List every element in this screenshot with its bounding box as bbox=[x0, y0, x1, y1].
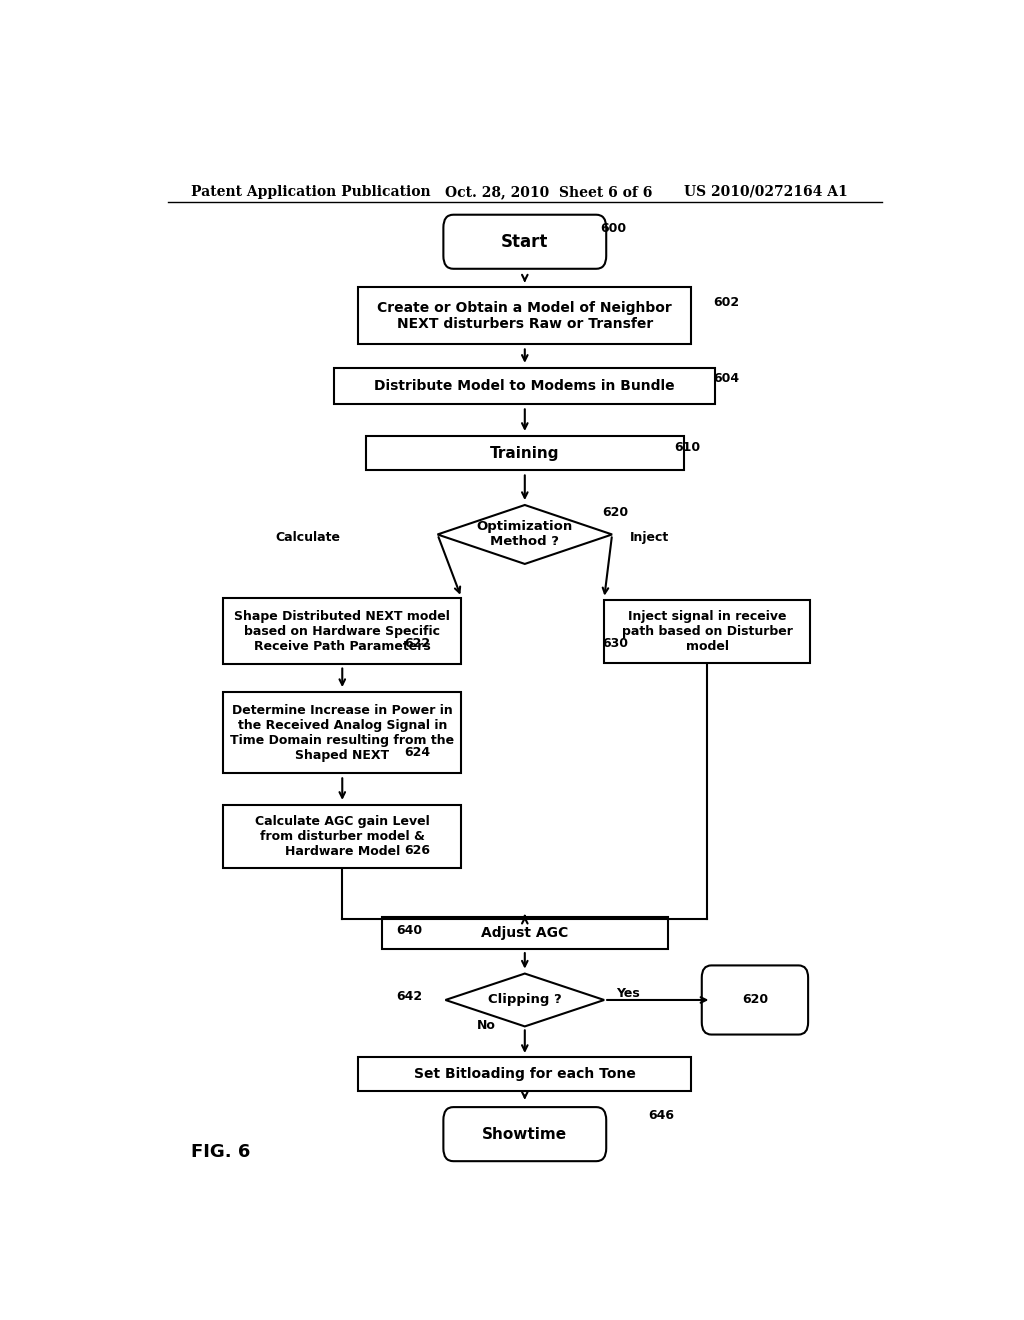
Text: 640: 640 bbox=[396, 924, 422, 937]
Text: 602: 602 bbox=[714, 296, 739, 309]
Polygon shape bbox=[445, 974, 604, 1027]
Bar bbox=[358, 1057, 691, 1092]
Text: Training: Training bbox=[490, 446, 559, 461]
Text: Clipping ?: Clipping ? bbox=[487, 994, 562, 1006]
Text: 610: 610 bbox=[674, 441, 700, 454]
Text: Inject signal in receive
path based on Disturber
model: Inject signal in receive path based on D… bbox=[622, 610, 793, 652]
Text: Inject: Inject bbox=[631, 531, 670, 544]
Text: Shape Distributed NEXT model
based on Hardware Specific
Receive Path Parameters: Shape Distributed NEXT model based on Ha… bbox=[234, 610, 451, 652]
Text: Set Bitloading for each Tone: Set Bitloading for each Tone bbox=[414, 1067, 636, 1081]
Text: 626: 626 bbox=[404, 843, 430, 857]
Text: 604: 604 bbox=[714, 372, 739, 385]
Text: FIG. 6: FIG. 6 bbox=[191, 1143, 251, 1160]
Text: Oct. 28, 2010  Sheet 6 of 6: Oct. 28, 2010 Sheet 6 of 6 bbox=[445, 185, 653, 199]
Text: 620: 620 bbox=[602, 506, 629, 519]
FancyBboxPatch shape bbox=[443, 1107, 606, 1162]
Bar bbox=[223, 805, 462, 867]
Text: US 2010/0272164 A1: US 2010/0272164 A1 bbox=[684, 185, 847, 199]
Bar bbox=[223, 598, 462, 664]
Bar bbox=[223, 692, 462, 774]
Text: 600: 600 bbox=[600, 222, 627, 235]
Text: 630: 630 bbox=[602, 638, 629, 651]
Bar bbox=[358, 288, 691, 345]
Text: Adjust AGC: Adjust AGC bbox=[481, 925, 568, 940]
Bar bbox=[367, 436, 684, 470]
Text: Create or Obtain a Model of Neighbor
NEXT disturbers Raw or Transfer: Create or Obtain a Model of Neighbor NEX… bbox=[378, 301, 672, 331]
Text: Showtime: Showtime bbox=[482, 1127, 567, 1142]
Bar bbox=[604, 599, 811, 663]
Text: Determine Increase in Power in
the Received Analog Signal in
Time Domain resulti: Determine Increase in Power in the Recei… bbox=[230, 704, 455, 762]
Text: 620: 620 bbox=[741, 994, 768, 1006]
Bar bbox=[382, 916, 668, 949]
Text: Patent Application Publication: Patent Application Publication bbox=[191, 185, 431, 199]
Text: Yes: Yes bbox=[616, 987, 640, 1001]
Text: Distribute Model to Modems in Bundle: Distribute Model to Modems in Bundle bbox=[375, 379, 675, 393]
FancyBboxPatch shape bbox=[443, 215, 606, 269]
Text: 622: 622 bbox=[404, 638, 430, 651]
Text: 646: 646 bbox=[648, 1109, 674, 1122]
Text: Optimization
Method ?: Optimization Method ? bbox=[477, 520, 572, 549]
Text: No: No bbox=[477, 1019, 496, 1032]
Text: Start: Start bbox=[501, 232, 549, 251]
Text: 624: 624 bbox=[404, 746, 430, 759]
Polygon shape bbox=[437, 506, 612, 564]
Text: Calculate: Calculate bbox=[275, 531, 341, 544]
FancyBboxPatch shape bbox=[701, 965, 808, 1035]
Text: 642: 642 bbox=[396, 990, 422, 1003]
Bar bbox=[334, 368, 715, 404]
Text: Calculate AGC gain Level
from disturber model &
Hardware Model: Calculate AGC gain Level from disturber … bbox=[255, 814, 430, 858]
